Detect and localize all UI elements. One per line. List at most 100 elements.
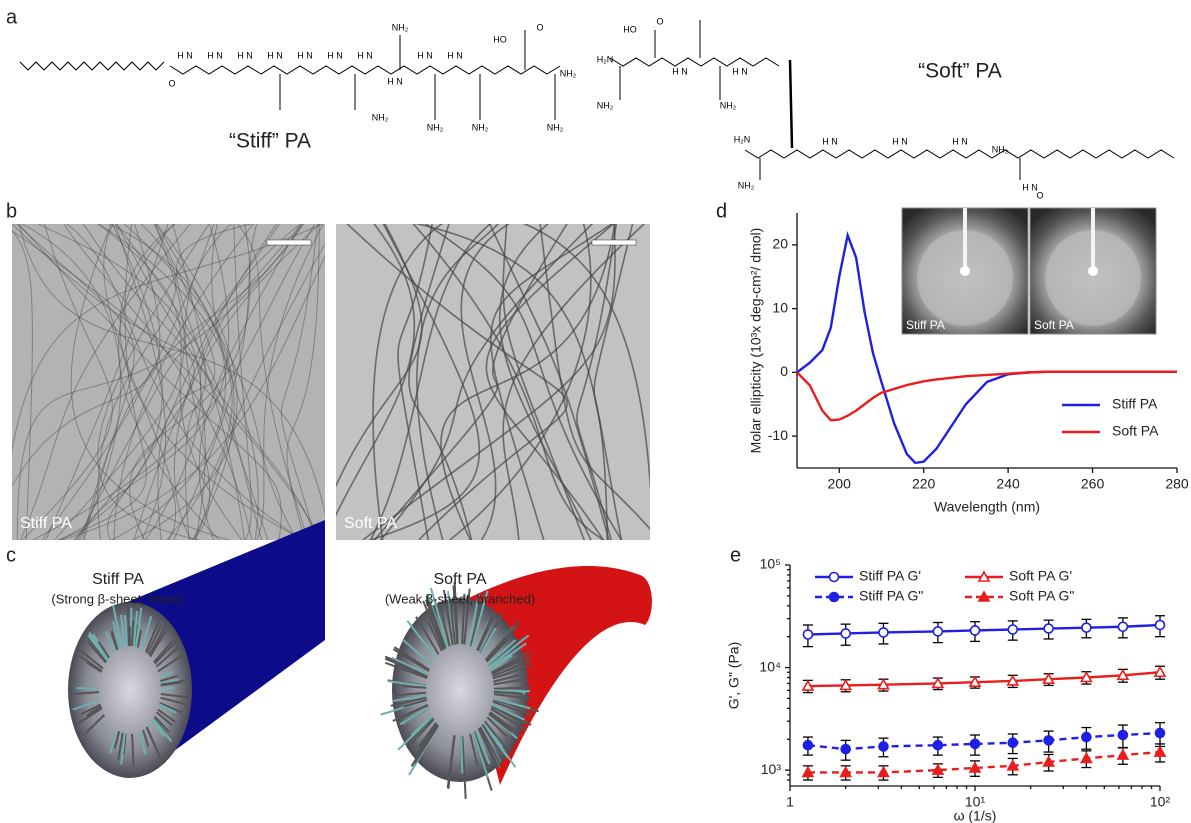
x-tick-label: 10²	[1150, 794, 1171, 810]
peptide	[151, 719, 165, 737]
atom-label: H N	[387, 76, 403, 86]
peptide	[469, 590, 486, 647]
fiber	[286, 224, 320, 540]
peptide	[491, 704, 532, 726]
fiber	[97, 224, 210, 540]
fiber	[448, 224, 592, 540]
fiber	[45, 224, 169, 540]
peptide	[88, 705, 102, 714]
fiber	[576, 224, 617, 540]
peptide	[388, 680, 427, 687]
peptide	[97, 641, 110, 659]
data-point	[828, 591, 840, 603]
legend-label: Stiff PA G"	[859, 588, 923, 604]
fiber	[155, 224, 298, 540]
peptide	[493, 689, 531, 693]
peptide	[160, 674, 179, 682]
inset-needle-tip	[1088, 266, 1098, 276]
peptide	[487, 639, 517, 666]
fiber	[21, 224, 113, 540]
atom-label: O	[536, 22, 543, 32]
peptide	[160, 681, 183, 687]
peptide	[467, 594, 480, 646]
fiber	[373, 224, 568, 540]
fiber	[499, 224, 592, 540]
peptide	[159, 670, 174, 679]
peptide	[152, 718, 173, 742]
peptide	[403, 698, 428, 708]
fiber	[539, 224, 650, 531]
fiber	[129, 224, 251, 540]
data-point	[1043, 623, 1054, 634]
peptide	[154, 637, 180, 665]
atom-label: O	[656, 16, 663, 26]
scale-bar	[591, 239, 637, 246]
peptide	[160, 678, 179, 685]
peptide	[415, 616, 440, 655]
inset-needle-tip	[960, 266, 970, 276]
fiber	[361, 224, 616, 540]
peptide	[415, 723, 439, 757]
peptide	[110, 632, 119, 651]
peptide	[132, 611, 139, 647]
peptide	[484, 720, 507, 749]
data-point	[932, 739, 944, 751]
peptide	[155, 645, 180, 668]
peptide	[479, 627, 497, 655]
x-tick-label: 200	[828, 476, 852, 492]
peptide	[76, 687, 100, 690]
fiber	[19, 224, 191, 540]
data-point	[828, 571, 840, 583]
micrograph-label: Soft PA	[344, 515, 397, 532]
x-axis-label: Wavelength (nm)	[934, 499, 1040, 515]
peptide	[399, 707, 430, 726]
data-point	[931, 676, 945, 689]
data-point	[1154, 727, 1166, 739]
data-point	[1117, 729, 1129, 741]
peptide	[484, 620, 520, 661]
inset-drop	[917, 230, 1013, 326]
legend-label: Soft PA	[1112, 423, 1159, 439]
fiber	[114, 224, 167, 540]
fiber	[397, 224, 433, 540]
peptide	[136, 629, 143, 648]
fiber	[12, 230, 323, 540]
fiber	[12, 230, 33, 540]
fiber	[118, 224, 220, 540]
peptide	[411, 718, 435, 745]
peptide	[472, 731, 489, 778]
atom-label: H₂N	[734, 134, 751, 144]
peptide	[153, 640, 173, 663]
peptide	[148, 622, 169, 656]
data-point	[878, 627, 889, 638]
fiber	[18, 224, 282, 540]
y-tick-label: 10	[772, 299, 788, 315]
fiber	[237, 224, 309, 540]
fiber	[107, 224, 227, 540]
fiber	[173, 224, 278, 540]
peptide	[397, 716, 434, 751]
fiber	[153, 224, 216, 540]
x-tick-label: 1	[786, 794, 794, 810]
peptide	[159, 701, 182, 714]
fiber	[31, 224, 316, 540]
peptide	[160, 686, 175, 690]
peptide	[486, 716, 508, 738]
fiber	[440, 224, 616, 540]
peptide	[109, 729, 119, 754]
peptide	[129, 607, 133, 647]
atom-label: H N	[327, 50, 343, 60]
y-tick-label: 20	[772, 236, 788, 252]
peptide	[463, 594, 470, 645]
peptide	[492, 659, 531, 678]
fiber	[415, 224, 623, 540]
fiber	[18, 224, 325, 517]
fiber	[119, 224, 305, 540]
peptide	[87, 641, 107, 664]
data-point	[1080, 670, 1093, 683]
peptide	[149, 629, 168, 658]
data-point	[840, 628, 851, 639]
peptide	[488, 634, 530, 668]
fiber	[522, 224, 650, 492]
